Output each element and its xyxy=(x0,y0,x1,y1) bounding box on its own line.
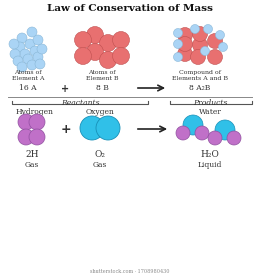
Circle shape xyxy=(75,48,92,64)
Circle shape xyxy=(13,56,23,66)
Circle shape xyxy=(87,43,103,60)
Circle shape xyxy=(207,34,223,48)
Text: Water: Water xyxy=(199,108,222,116)
Circle shape xyxy=(113,32,129,48)
Circle shape xyxy=(27,60,37,70)
Text: Gas: Gas xyxy=(93,161,107,169)
Circle shape xyxy=(75,32,92,48)
Circle shape xyxy=(183,115,203,135)
Circle shape xyxy=(191,25,199,34)
Circle shape xyxy=(30,46,40,56)
Text: 16 A: 16 A xyxy=(19,84,37,92)
Circle shape xyxy=(100,52,116,69)
Text: O₂: O₂ xyxy=(94,150,106,159)
Text: Oxygen: Oxygen xyxy=(86,108,114,116)
Circle shape xyxy=(29,114,45,130)
Text: 2H: 2H xyxy=(25,150,39,159)
Text: Law of Conservation of Mass: Law of Conservation of Mass xyxy=(47,4,213,13)
Circle shape xyxy=(80,116,104,140)
Text: Liquid: Liquid xyxy=(198,161,222,169)
Text: shutterstock.com · 1708980430: shutterstock.com · 1708980430 xyxy=(90,269,170,274)
Circle shape xyxy=(227,131,241,145)
Circle shape xyxy=(33,52,43,62)
Text: Atoms of
Element B: Atoms of Element B xyxy=(86,70,118,81)
Circle shape xyxy=(33,35,43,45)
Text: Reactants: Reactants xyxy=(61,99,99,107)
Circle shape xyxy=(15,42,25,52)
Circle shape xyxy=(27,27,37,37)
Text: Gas: Gas xyxy=(25,161,39,169)
Text: Products: Products xyxy=(193,99,227,107)
Circle shape xyxy=(204,25,212,34)
Text: Compound of
Elements A and B: Compound of Elements A and B xyxy=(172,70,228,81)
Circle shape xyxy=(87,27,103,43)
Circle shape xyxy=(9,39,19,49)
Text: +: + xyxy=(61,84,69,94)
Circle shape xyxy=(200,46,210,55)
Text: Hydrogen: Hydrogen xyxy=(16,108,54,116)
Circle shape xyxy=(216,31,224,39)
Circle shape xyxy=(208,131,222,145)
Circle shape xyxy=(17,33,27,43)
Circle shape xyxy=(113,48,129,64)
Circle shape xyxy=(192,38,207,53)
Circle shape xyxy=(178,36,192,52)
Circle shape xyxy=(25,39,35,49)
Circle shape xyxy=(178,27,192,43)
Circle shape xyxy=(18,129,34,145)
Circle shape xyxy=(10,49,20,59)
Text: H₂O: H₂O xyxy=(200,150,219,159)
Circle shape xyxy=(20,49,30,59)
Circle shape xyxy=(35,59,45,69)
Circle shape xyxy=(18,114,34,130)
Circle shape xyxy=(23,54,33,64)
Circle shape xyxy=(173,29,183,38)
Circle shape xyxy=(96,116,120,140)
Circle shape xyxy=(178,46,192,62)
Circle shape xyxy=(191,50,205,64)
Circle shape xyxy=(176,126,190,140)
Text: +: + xyxy=(61,123,71,136)
Circle shape xyxy=(215,120,235,140)
Circle shape xyxy=(100,34,116,52)
Circle shape xyxy=(37,44,47,54)
Circle shape xyxy=(17,62,27,72)
Circle shape xyxy=(29,129,45,145)
Circle shape xyxy=(207,50,223,64)
Circle shape xyxy=(192,27,207,41)
Text: Atoms of
Element A: Atoms of Element A xyxy=(12,70,44,81)
Circle shape xyxy=(173,39,183,48)
Text: 8 B: 8 B xyxy=(96,84,108,92)
Text: 8 A₂B: 8 A₂B xyxy=(189,84,211,92)
Circle shape xyxy=(195,126,209,140)
Circle shape xyxy=(218,43,228,52)
Circle shape xyxy=(173,53,183,62)
